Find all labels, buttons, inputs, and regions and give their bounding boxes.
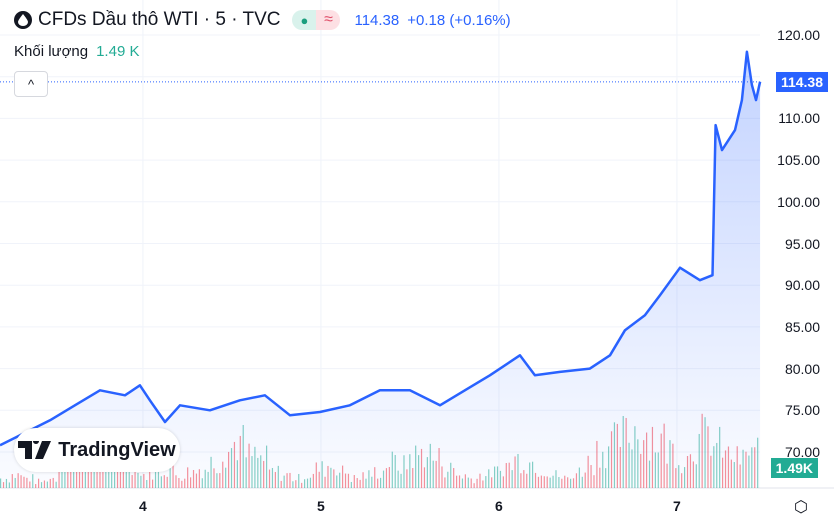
- tradingview-logo[interactable]: TradingView: [14, 428, 180, 472]
- delayed-data-icon: ≈: [316, 10, 341, 30]
- x-axis-tick: 7: [673, 498, 681, 514]
- volume-legend-label: Khối lượng: [14, 43, 89, 60]
- oil-drop-icon: [14, 11, 32, 29]
- chart-settings-icon[interactable]: ⬡: [794, 499, 808, 516]
- x-axis-tick: 5: [317, 498, 325, 514]
- price-series-line: [0, 50, 762, 447]
- y-axis-tick: 80.00: [784, 360, 820, 377]
- y-axis-tick: 95.00: [784, 235, 820, 252]
- tradingview-logo-icon: [18, 441, 52, 459]
- x-axis-tick: 4: [139, 498, 147, 514]
- y-axis-tick: 90.00: [784, 277, 820, 294]
- logo-text: TradingView: [58, 438, 176, 461]
- price-change: +0.18 (+0.16%): [407, 11, 511, 29]
- symbol-title[interactable]: CFDs Dầu thô WTI · 5 · TVC: [38, 9, 281, 30]
- collapse-legend-button[interactable]: ^: [14, 71, 48, 97]
- volume-legend-value: 1.49 K: [96, 43, 140, 60]
- y-axis-tick: 120.00: [777, 27, 820, 43]
- market-open-icon: ●: [292, 10, 317, 30]
- last-price: 114.38: [354, 11, 400, 29]
- status-pill[interactable]: ● ≈: [292, 10, 341, 30]
- current-price-label: 114.38: [775, 72, 828, 92]
- symbol-header: CFDs Dầu thô WTI · 5 · TVC ● ≈ 114.38 +0…: [14, 9, 511, 31]
- y-axis-tick: 75.00: [784, 402, 820, 419]
- y-axis-tick: 85.00: [784, 318, 820, 335]
- volume-legend[interactable]: Khối lượng 1.49 K: [14, 43, 139, 60]
- price-area: [0, 51, 761, 488]
- y-axis-tick: 70.00: [784, 444, 820, 460]
- y-axis-tick: 100.00: [777, 193, 820, 210]
- chevron-up-icon: ^: [27, 76, 35, 92]
- current-volume-label: 1.49K: [770, 458, 818, 478]
- y-axis-tick: 110.00: [778, 110, 820, 127]
- y-axis-tick: 105.00: [777, 152, 820, 169]
- x-axis-tick: 6: [495, 498, 503, 514]
